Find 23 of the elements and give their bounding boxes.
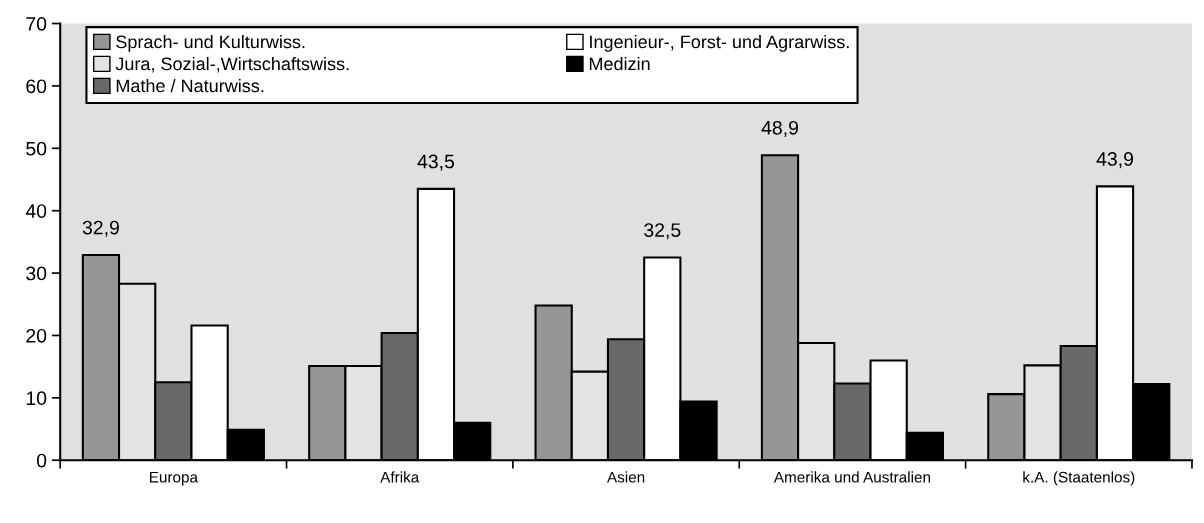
y-tick-label: 40 [25,204,47,218]
data-label: 43,5 [417,154,455,171]
data-label: 43,9 [1096,152,1133,169]
x-tick-label: Afrika [380,471,420,483]
y-tick-label: 30 [26,266,47,281]
x-tick-label: Asien [607,471,645,483]
data-label: 48,9 [761,120,798,137]
legend-label: Sprach- und Kulturwiss. [116,35,305,52]
y-tick-label: 0 [36,453,47,468]
y-tick-label: 60 [26,79,47,94]
data-label: 32,9 [82,220,119,237]
data-label: 32,5 [644,223,681,240]
x-tick-label: Europa [150,471,199,486]
x-tick-label: k.A. (Staatenlos) [1023,471,1135,486]
y-tick-label: 20 [26,328,47,343]
x-tick-label: Amerika und Australien [773,471,930,483]
y-tick-label: 50 [26,141,47,156]
y-tick-label: 70 [26,17,47,31]
legend-label: Medizin [589,56,650,71]
legend-label: Ingenieur-, Forst- und Agrarwiss. [590,35,849,52]
y-tick-label: 10 [26,391,47,406]
legend-label: Jura, Sozial-,Wirtschaftswiss. [115,56,349,73]
legend-label: Mathe / Naturwiss. [116,78,264,93]
